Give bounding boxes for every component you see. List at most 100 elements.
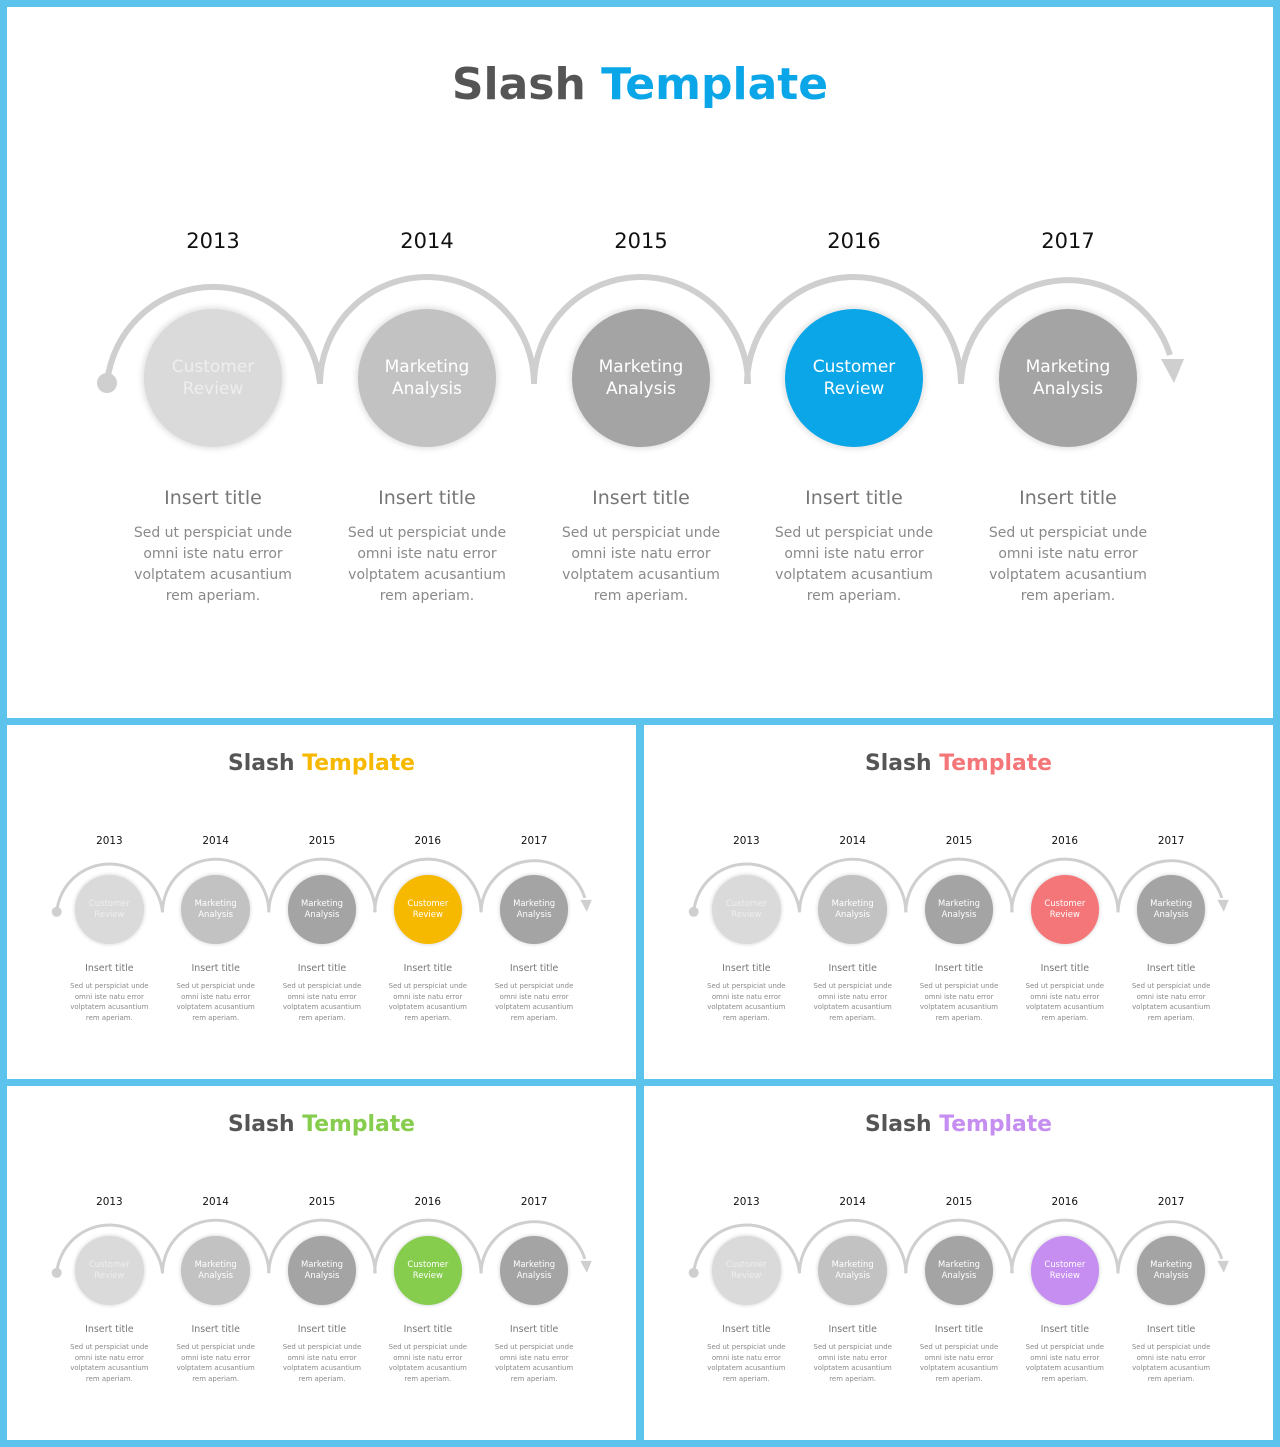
slide-title: Slash Template [7, 1112, 636, 1137]
thumbnail-slide-coral: Slash Template 2013 Customer Review Insert t… [644, 725, 1273, 1079]
slide-title: Slash Template [644, 1112, 1273, 1137]
step-description-line: omni iste natu error [1030, 1353, 1100, 1362]
step-label: Marketing Analysis [599, 356, 684, 400]
step-description-line: omni iste natu error [571, 546, 711, 562]
step-label-line: Review [731, 909, 762, 920]
step-label-line: Marketing [598, 356, 684, 377]
track-arc [104, 283, 323, 385]
step-label: Marketing Analysis [938, 1259, 980, 1281]
step-description: Sed ut perspiciat unde omni iste natu err… [546, 523, 736, 607]
step-description-line: rem aperiam. [510, 1374, 558, 1383]
step-description-line: rem aperiam. [298, 1013, 346, 1022]
track-arc [958, 277, 1173, 385]
step-description-line: rem aperiam. [722, 1374, 770, 1383]
step-description-line: volptatem acusantium [134, 567, 292, 583]
step-year: 2014 [202, 1196, 229, 1209]
step-circle: Marketing Analysis [499, 1236, 569, 1305]
step-label: Marketing Analysis [1150, 898, 1192, 920]
step-title: Insert title [85, 1324, 134, 1336]
step-description-line: omni iste natu error [998, 546, 1138, 562]
step-description-line: omni iste natu error [357, 546, 497, 562]
step-description-line: rem aperiam. [1041, 1374, 1089, 1383]
step-description: Sed ut perspiciat unde omni iste natu err… [973, 523, 1163, 607]
step-year: 2017 [520, 1196, 548, 1209]
step-label-line: Analysis [516, 1270, 552, 1281]
track-arc [373, 857, 483, 913]
track-arc [55, 1223, 164, 1274]
track-arc [267, 857, 377, 913]
timeline-track [51, 1218, 592, 1278]
step-label: Customer Review [89, 1259, 130, 1281]
step-label: Marketing Analysis [1026, 356, 1111, 400]
step-label: Marketing Analysis [513, 898, 555, 920]
title-word-2: Template [302, 1111, 415, 1137]
step-circle: Marketing Analysis [287, 1236, 357, 1305]
step-year: 2017 [1157, 1196, 1185, 1209]
step-label-line: Customer [1044, 1259, 1086, 1270]
step-description-line: volptatem acusantium [813, 1364, 892, 1373]
step-description: Sed ut perspiciat unde omni iste natu err… [381, 981, 475, 1023]
step-description-line: rem aperiam. [1147, 1013, 1195, 1022]
step-description: Sed ut perspiciat unde omni iste natu err… [118, 523, 308, 607]
step-circle: Customer Review [712, 875, 781, 944]
track-arc [55, 862, 164, 913]
step-label-line: Customer [725, 1259, 767, 1270]
step-description-line: rem aperiam. [829, 1374, 877, 1383]
step-year: 2013 [733, 835, 760, 848]
step-label-line: Analysis [835, 909, 871, 920]
step-description-line: Sed ut perspiciat unde [1025, 1343, 1105, 1352]
step-description: Sed ut perspiciat unde omni iste natu err… [487, 1342, 581, 1384]
thumbnail-slide-purple: Slash Template 2013 Customer Review Insert t… [644, 1086, 1273, 1440]
step-year: 2016 [1051, 1196, 1079, 1209]
step-year: 2014 [839, 835, 866, 848]
step-description-line: omni iste natu error [287, 1353, 357, 1362]
track-arc [904, 1218, 1014, 1274]
step-title: Insert title [509, 963, 559, 975]
step-circle: Marketing Analysis [924, 875, 994, 944]
step-label: Customer Review [726, 1259, 767, 1281]
step-title: Insert title [934, 963, 984, 975]
track-arc [798, 1218, 908, 1274]
step-label: Marketing Analysis [195, 1259, 237, 1281]
step-label-line: Marketing [1150, 1259, 1193, 1270]
track-arc [1116, 1220, 1224, 1274]
step-description-line: rem aperiam. [722, 1013, 770, 1022]
step-label-line: Customer [1044, 898, 1086, 909]
step-label-line: Marketing [831, 898, 874, 909]
step-description-line: Sed ut perspiciat unde [494, 982, 574, 991]
step-circle: Marketing Analysis [924, 1236, 994, 1305]
step-description-line: Sed ut perspiciat unde [494, 1343, 574, 1352]
step-title: Insert title [828, 1324, 877, 1336]
step-year: 2016 [414, 1196, 442, 1209]
track-arc [531, 274, 751, 385]
step-year: 2015 [308, 1196, 336, 1209]
step-circle: Marketing Analysis [181, 1236, 250, 1305]
step-title: Insert title [1040, 1324, 1090, 1336]
step-label-line: Review [412, 1270, 443, 1281]
step-label-line: Customer [812, 356, 896, 377]
step-description-line: Sed ut perspiciat unde [1025, 982, 1105, 991]
track-arc [479, 859, 587, 913]
step-label-line: Marketing [300, 1259, 344, 1270]
track-arc [1010, 857, 1120, 913]
step-label: Marketing Analysis [385, 356, 470, 400]
step-label-line: Review [823, 379, 885, 399]
step-label-line: Customer [88, 1259, 130, 1270]
thumbnail-slide-green: Slash Template 2013 Customer Review Insert t… [7, 1086, 636, 1440]
track-arc [267, 1218, 377, 1274]
step-description-line: volptatem acusantium [282, 1364, 362, 1373]
step-year: 2014 [839, 1196, 866, 1209]
step-description: Sed ut perspiciat unde omni iste natu err… [1124, 981, 1218, 1023]
step-label: Customer Review [1044, 1259, 1085, 1281]
step-description-line: Sed ut perspiciat unde [176, 982, 255, 991]
step-label-line: Review [94, 1270, 125, 1281]
title-word-2: Template [939, 750, 1052, 776]
step-year: 2017 [1041, 229, 1095, 253]
step-title: Insert title [1019, 487, 1117, 509]
step-label-line: Marketing [937, 1259, 981, 1270]
step-description-line: volptatem acusantium [1132, 1364, 1211, 1373]
step-label-line: Marketing [194, 898, 237, 909]
step-label-line: Analysis [1032, 379, 1104, 399]
step-label-line: Analysis [941, 1270, 977, 1281]
track-arc [692, 1223, 801, 1274]
